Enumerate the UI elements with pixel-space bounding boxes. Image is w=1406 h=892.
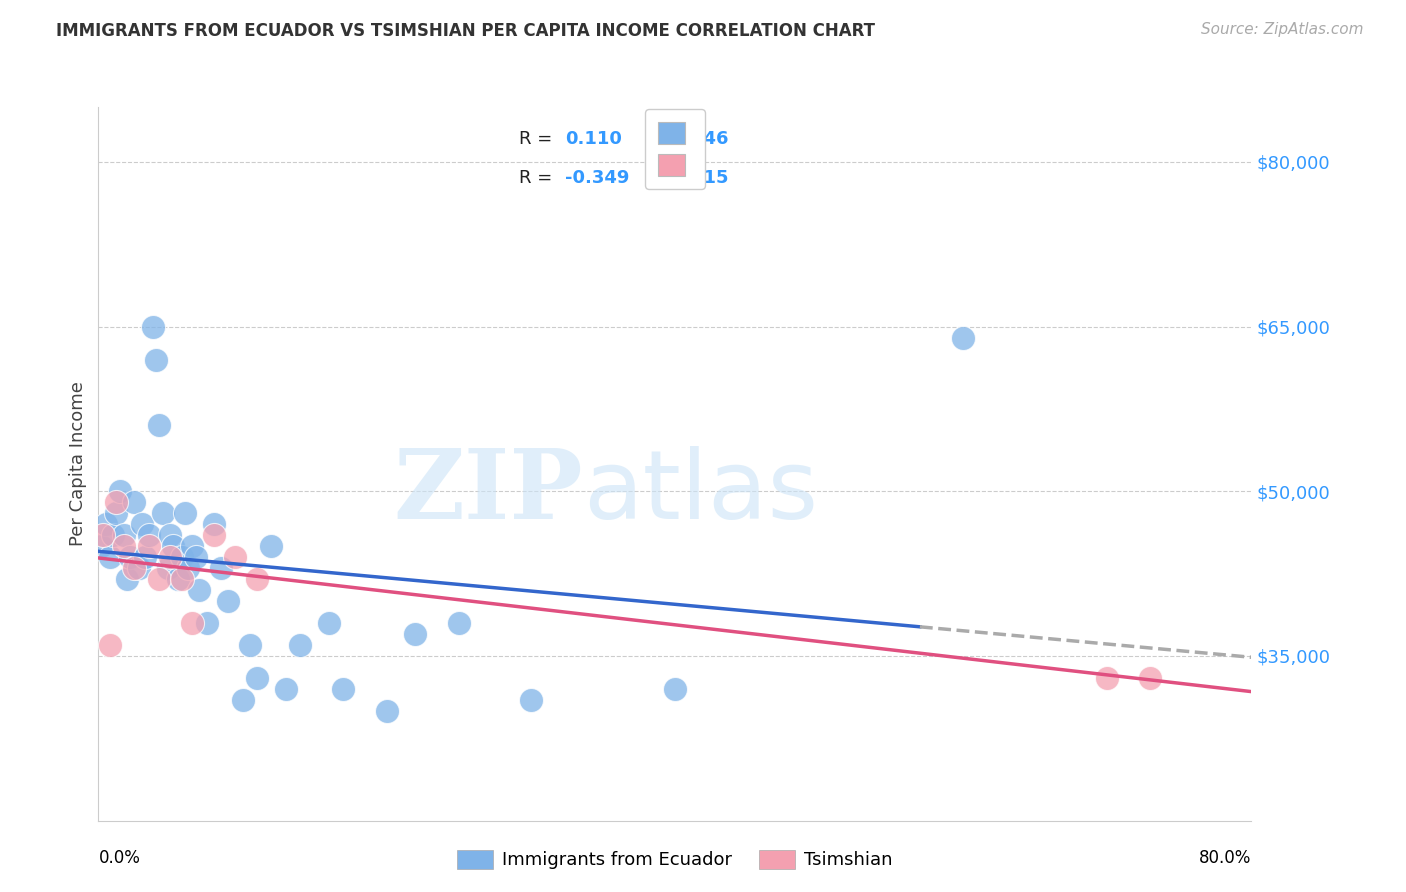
Point	[120, 550, 142, 565]
Point	[124, 561, 146, 575]
Point	[108, 484, 131, 499]
Point	[156, 561, 179, 575]
Text: 80.0%: 80.0%	[1199, 849, 1251, 867]
Point	[246, 572, 269, 586]
Legend: Immigrants from Ecuador, Tsimshian: Immigrants from Ecuador, Tsimshian	[449, 841, 901, 879]
Point	[112, 539, 135, 553]
Point	[188, 583, 211, 598]
Text: R =: R =	[519, 169, 558, 187]
Legend: , : ,	[645, 109, 704, 189]
Point	[90, 539, 112, 553]
Point	[159, 550, 181, 565]
Point	[159, 528, 181, 542]
Point	[128, 561, 150, 575]
Point	[142, 319, 165, 334]
Point	[375, 704, 398, 718]
Point	[1097, 671, 1119, 685]
Text: atlas: atlas	[582, 446, 818, 539]
Point	[162, 539, 184, 553]
Text: 0.0%: 0.0%	[98, 849, 141, 867]
Text: R =: R =	[519, 130, 558, 148]
Text: Source: ZipAtlas.com: Source: ZipAtlas.com	[1201, 22, 1364, 37]
Text: IMMIGRANTS FROM ECUADOR VS TSIMSHIAN PER CAPITA INCOME CORRELATION CHART: IMMIGRANTS FROM ECUADOR VS TSIMSHIAN PER…	[56, 22, 876, 40]
Point	[138, 539, 160, 553]
Point	[148, 418, 170, 433]
Text: ZIP: ZIP	[394, 445, 582, 540]
Point	[290, 638, 312, 652]
Point	[104, 506, 127, 520]
Point	[134, 550, 156, 565]
Point	[148, 572, 170, 586]
Point	[195, 615, 218, 630]
Point	[202, 528, 225, 542]
Point	[664, 681, 686, 696]
Point	[447, 615, 470, 630]
Point	[94, 517, 117, 532]
Point	[231, 693, 254, 707]
Point	[177, 561, 200, 575]
Point	[202, 517, 225, 532]
Text: N = 15: N = 15	[661, 169, 728, 187]
Point	[952, 330, 974, 344]
Point	[104, 495, 127, 509]
Point	[318, 615, 340, 630]
Point	[98, 550, 121, 565]
Point	[174, 506, 197, 520]
Point	[145, 352, 167, 367]
Point	[209, 561, 232, 575]
Point	[138, 528, 160, 542]
Point	[224, 550, 246, 565]
Point	[274, 681, 297, 696]
Point	[170, 572, 193, 586]
Point	[520, 693, 543, 707]
Point	[181, 615, 204, 630]
Point	[246, 671, 269, 685]
Y-axis label: Per Capita Income: Per Capita Income	[69, 382, 87, 546]
Point	[332, 681, 354, 696]
Point	[170, 550, 193, 565]
Point	[186, 550, 208, 565]
Point	[217, 594, 239, 608]
Text: 0.110: 0.110	[565, 130, 623, 148]
Point	[1139, 671, 1161, 685]
Point	[181, 539, 204, 553]
Point	[91, 528, 114, 542]
Text: N = 46: N = 46	[661, 130, 728, 148]
Text: -0.349: -0.349	[565, 169, 630, 187]
Point	[405, 627, 427, 641]
Point	[112, 528, 135, 542]
Point	[260, 539, 283, 553]
Point	[98, 638, 121, 652]
Point	[131, 517, 153, 532]
Point	[124, 495, 146, 509]
Point	[152, 506, 174, 520]
Point	[101, 528, 124, 542]
Point	[117, 572, 139, 586]
Point	[166, 572, 188, 586]
Point	[239, 638, 262, 652]
